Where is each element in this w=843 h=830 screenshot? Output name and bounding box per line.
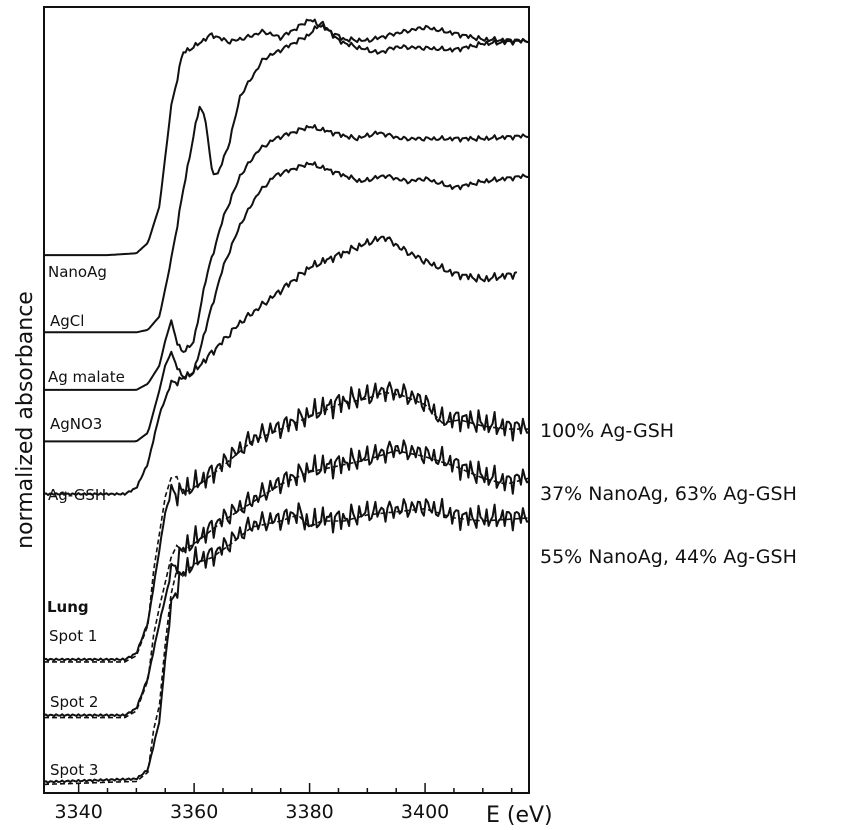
fit-curve-lung-spot-3 (43, 507, 530, 786)
label-spot-1: Spot 1 (49, 627, 97, 645)
fit-label-1: 100% Ag-GSH (540, 420, 674, 442)
label-lung: Lung (47, 598, 89, 616)
fit-curve-lung-spot-1 (44, 391, 529, 663)
label-spot-2: Spot 2 (50, 693, 98, 711)
curve-agno3 (44, 161, 530, 443)
curve-lung-spot-3 (43, 497, 530, 784)
label-ag-gsh: Ag-GSH (48, 486, 106, 504)
curve-ag-malate (44, 124, 530, 391)
curve-nanoag (44, 18, 529, 257)
label-agcl: AgCl (50, 312, 84, 330)
label-ag-malate: Ag malate (48, 368, 125, 386)
fit-label-2: 37% NanoAg, 63% Ag-GSH (540, 483, 797, 505)
x-tick-label: 3380 (285, 801, 333, 823)
x-tick-label: 3340 (54, 801, 102, 823)
curve-agcl (44, 20, 530, 334)
fit-label-3: 55% NanoAg, 44% Ag-GSH (540, 546, 797, 568)
fit-curve-lung-spot-2 (44, 449, 530, 719)
label-agno3: AgNO3 (50, 415, 102, 433)
plot-frame (43, 6, 530, 794)
label-nanoag: NanoAg (48, 263, 107, 281)
x-tick-label: 3360 (170, 801, 218, 823)
y-axis-title: normalized absorbance (13, 291, 38, 549)
x-tick-label: 3400 (401, 801, 449, 823)
label-spot-3: Spot 3 (50, 761, 98, 779)
curve-lung-spot-2 (43, 439, 530, 718)
x-axis-title: E (eV) (486, 803, 553, 828)
curve-ag-gsh (43, 235, 518, 496)
curve-lung-spot-1 (43, 381, 530, 662)
